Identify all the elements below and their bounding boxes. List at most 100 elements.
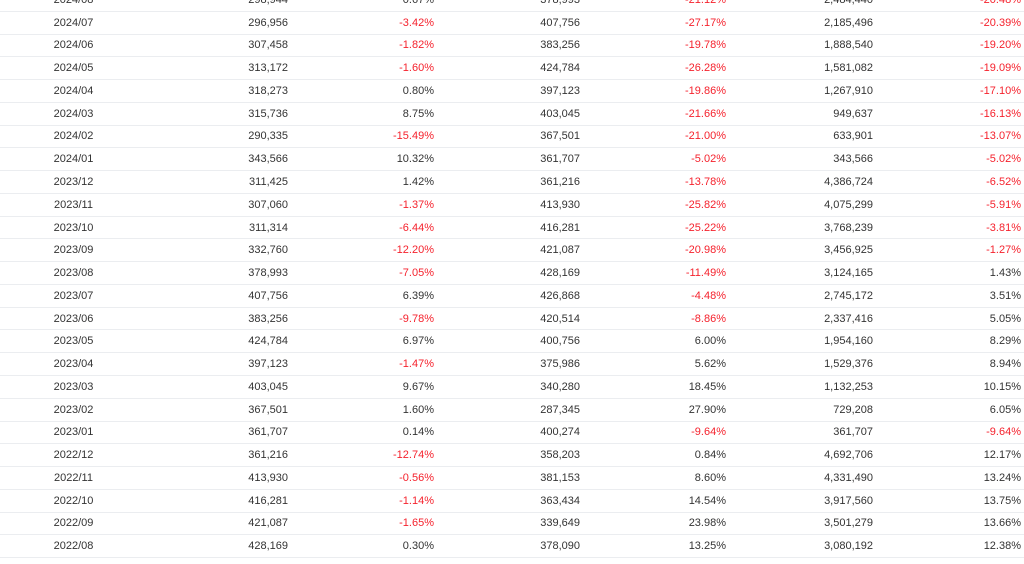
table-row: 2023/02 367,501 1.60% 287,345 27.90% 729,208 6… <box>0 398 1024 422</box>
yoy-change-cell: -9.64% <box>583 421 729 445</box>
month-cell: 2024/05 <box>0 56 147 81</box>
table-row: 2024/03 315,736 8.75% 403,045 -21.66% 949,637… <box>0 102 1024 126</box>
yoy-change-cell: 27.90% <box>583 398 729 422</box>
cumulative-change-cell-text: 12.17% <box>983 449 1021 462</box>
month-cell-text: 2023/11 <box>54 198 93 211</box>
month-cell-text: 2023/09 <box>53 244 94 257</box>
yoy-change-cell: 0.84% <box>583 443 729 468</box>
mom-change-cell: -12.74% <box>291 443 437 468</box>
cumulative-value-cell-text: 1,529,376 <box>824 358 873 371</box>
table-row: 2023/07 407,756 6.39% 426,868 -4.48% 2,745,17… <box>0 284 1024 308</box>
cumulative-value-cell: 343,566 <box>729 147 876 172</box>
monthly-value-cell: 315,736 <box>147 102 291 126</box>
month-cell-text: 2023/05 <box>53 335 94 348</box>
yoy-change-cell-text: -13.78% <box>685 176 726 188</box>
cumulative-value-cell: 3,501,279 <box>729 512 876 536</box>
month-cell: 2022/11 <box>0 466 147 490</box>
month-cell: 2023/07 <box>0 284 147 308</box>
mom-change-cell-text: -0.56% <box>399 471 434 484</box>
table-row: 2024/08298,9440.67%378,993-21.12%2,484,4… <box>0 0 1024 12</box>
yoy-change-cell: 13.25% <box>583 534 729 559</box>
yoy-change-cell: 14.54% <box>583 489 729 513</box>
mom-change-cell-text: 0.30% <box>402 540 434 553</box>
yoy-change-cell: -20.98% <box>583 238 729 263</box>
yoy-change-cell: -26.28% <box>583 56 729 81</box>
month-cell-text: 2024/05 <box>53 62 94 75</box>
yoy-change-cell: 6.00% <box>583 329 729 354</box>
monthly-value-cell-text: 403,045 <box>248 380 288 393</box>
mom-change-cell-text: 0.80% <box>402 84 434 97</box>
prior-year-value-cell-text: 361,216 <box>540 176 580 188</box>
mom-change-cell: 0.80% <box>291 79 437 103</box>
monthly-value-cell: 413,930 <box>147 466 291 490</box>
cumulative-value-cell: 2,484,440 <box>729 0 876 12</box>
cumulative-change-cell-text: -5.02% <box>986 153 1021 166</box>
mom-change-cell-text: 8.75% <box>402 107 434 120</box>
mom-change-cell: -1.47% <box>291 352 437 377</box>
prior-year-value-cell-text: 424,784 <box>540 62 580 75</box>
cumulative-value-cell: 4,386,724 <box>729 170 876 194</box>
mom-change-cell-text: 0.67% <box>291 0 437 6</box>
prior-year-value-cell: 400,756 <box>437 329 583 354</box>
yoy-change-cell-text: 13.25% <box>688 540 726 553</box>
month-cell: 2022/08 <box>0 534 147 559</box>
cumulative-value-cell: 3,768,239 <box>729 216 876 240</box>
prior-year-value-cell-text: 378,090 <box>540 540 580 553</box>
cumulative-value-cell-text: 2,484,440 <box>729 0 876 6</box>
month-cell: 2024/03 <box>0 102 147 126</box>
month-cell: 2024/08 <box>0 0 147 12</box>
cumulative-change-cell: 13.66% <box>876 512 1024 536</box>
cumulative-value-cell-text: 3,080,192 <box>824 540 873 553</box>
prior-year-value-cell: 339,649 <box>437 512 583 536</box>
prior-year-value-cell: 287,345 <box>437 398 583 422</box>
cumulative-value-cell: 949,637 <box>729 102 876 126</box>
monthly-value-cell-text: 315,736 <box>248 107 288 120</box>
yoy-change-cell: 18.45% <box>583 375 729 399</box>
month-cell: 2023/09 <box>0 238 147 263</box>
mom-change-cell-text: -7.05% <box>399 267 434 280</box>
yoy-change-cell: -19.78% <box>583 34 729 58</box>
month-cell: 2024/06 <box>0 34 147 58</box>
yoy-change-cell: -13.78% <box>583 170 729 194</box>
monthly-value-cell-text: 413,930 <box>248 471 288 484</box>
yoy-change-cell: -21.66% <box>583 102 729 126</box>
monthly-value-cell: 383,256 <box>147 307 291 331</box>
cumulative-change-cell: 3.51% <box>876 284 1024 308</box>
table-row: 2022/10 416,281 -1.14% 363,434 14.54% 3,917,5… <box>0 489 1024 513</box>
cumulative-value-cell: 1,132,253 <box>729 375 876 399</box>
yoy-change-cell-text: -20.98% <box>685 244 726 257</box>
table-row: 2022/09 421,087 -1.65% 339,649 23.98% 3,501,2… <box>0 512 1024 536</box>
month-cell-text: 2022/09 <box>53 517 94 530</box>
table-row: 2024/01 343,566 10.32% 361,707 -5.02% 343,566… <box>0 147 1024 172</box>
prior-year-value-cell-text: 403,045 <box>540 107 580 120</box>
cumulative-change-cell: -9.64% <box>876 421 1024 445</box>
prior-year-value-cell-text: 339,649 <box>540 517 580 530</box>
cumulative-change-cell: 1.43% <box>876 261 1024 285</box>
prior-year-value-cell: 403,045 <box>437 102 583 126</box>
prior-year-value-cell-text: 416,281 <box>540 221 580 234</box>
cumulative-value-cell-text: 1,888,540 <box>824 39 873 52</box>
monthly-value-cell: 343,566 <box>147 147 291 172</box>
mom-change-cell: -12.20% <box>291 238 437 263</box>
prior-year-value-cell: 378,090 <box>437 534 583 559</box>
cumulative-change-cell-text: -20.39% <box>980 16 1021 29</box>
mom-change-cell: -1.82% <box>291 34 437 58</box>
prior-year-value-cell: 363,434 <box>437 489 583 513</box>
yoy-change-cell-text: -27.17% <box>685 16 726 29</box>
cumulative-change-cell: -17.10% <box>876 79 1024 103</box>
prior-year-value-cell: 375,986 <box>437 352 583 377</box>
cumulative-change-cell-text: -6.52% <box>986 176 1021 188</box>
mom-change-cell: -1.14% <box>291 489 437 513</box>
prior-year-value-cell: 426,868 <box>437 284 583 308</box>
cumulative-value-cell-text: 3,917,560 <box>824 494 873 507</box>
cumulative-value-cell: 3,124,165 <box>729 261 876 285</box>
prior-year-value-cell-text: 361,707 <box>540 153 580 166</box>
mom-change-cell: 0.67% <box>291 0 437 12</box>
yoy-change-cell-text: 14.54% <box>688 494 726 507</box>
month-cell: 2024/01 <box>0 147 147 172</box>
yoy-change-cell-text: -11.49% <box>685 267 726 280</box>
prior-year-value-cell-text: 421,087 <box>540 244 580 257</box>
mom-change-cell: 6.97% <box>291 329 437 354</box>
monthly-value-cell: 311,425 <box>147 170 291 194</box>
month-cell-text: 2023/06 <box>53 312 94 325</box>
